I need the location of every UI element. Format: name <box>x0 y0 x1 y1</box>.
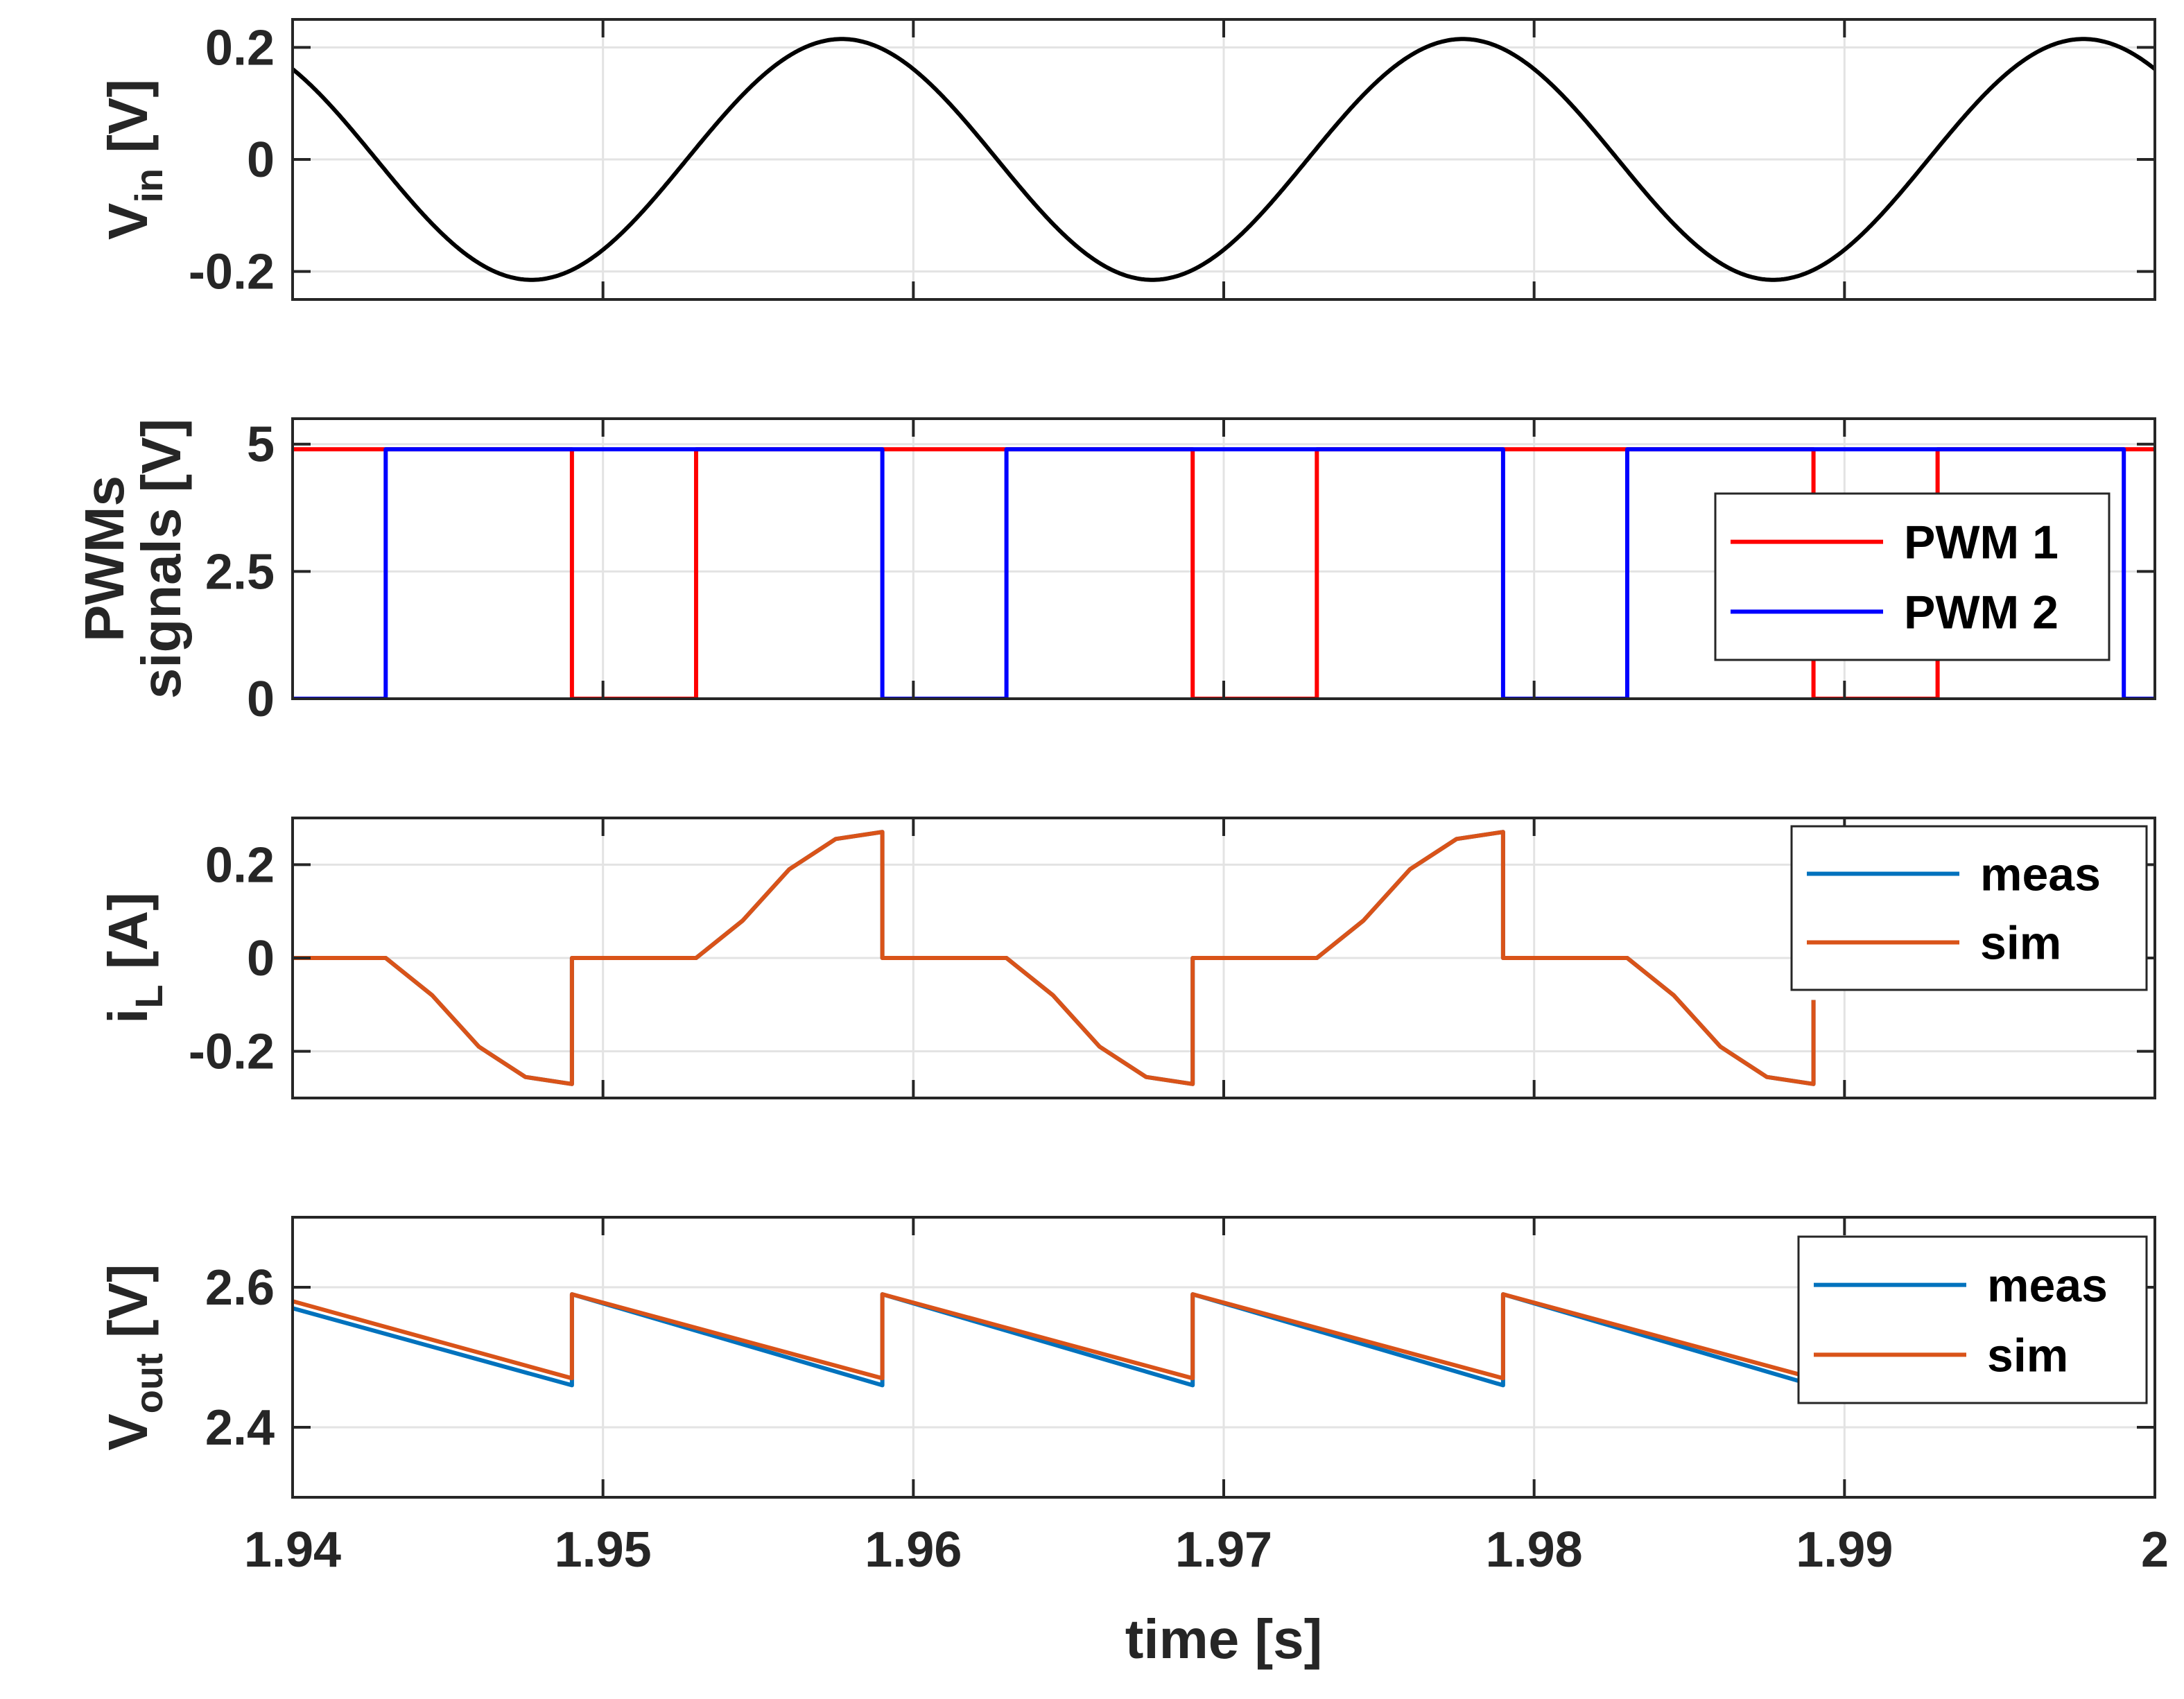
legend: meas sim <box>1797 1235 2148 1404</box>
series-sim <box>293 1292 1814 1381</box>
legend-label: sim <box>1987 1329 2068 1382</box>
legend-label: sim <box>1980 917 2061 970</box>
y-label-sub: out <box>127 1353 171 1413</box>
y-label-unit: [V] <box>97 1264 159 1353</box>
y-tick-label: 5 <box>247 417 275 473</box>
y-tick-label: 0.2 <box>205 20 275 76</box>
legend-box <box>1714 492 2111 661</box>
x-tick-label: 1.96 <box>865 1522 962 1578</box>
y-tick-label: 0.2 <box>205 837 275 893</box>
x-tick-label: 1.98 <box>1486 1522 1583 1578</box>
y-label-sub: L <box>127 984 171 1008</box>
series-pwm-2 <box>293 447 2155 699</box>
y-label-main: V <box>97 203 159 240</box>
legend-label: meas <box>1980 848 2101 900</box>
legend-label: PWM 2 <box>1904 586 2059 638</box>
y-axis-label-line1: PWMs <box>73 476 135 642</box>
legend-box <box>1797 1235 2148 1404</box>
y-label-main: i <box>97 1009 159 1024</box>
series-sim <box>293 830 1816 1086</box>
series-v-in <box>293 37 2155 282</box>
y-axis-label: Vout [V] <box>97 1264 171 1450</box>
y-axis-label: iL [A] <box>97 892 171 1024</box>
y-axis-label-line2: signals [V] <box>130 419 192 699</box>
y-label-main: V <box>97 1413 159 1450</box>
y-axis-label: Vin [V] <box>97 79 171 240</box>
panel-1: -0.2 0 0.2 Vin [V] <box>97 18 2156 301</box>
y-tick-label: 2.4 <box>205 1400 275 1456</box>
x-axis-label: time [s] <box>1125 1608 1323 1670</box>
panel-3: -0.2 0 0.2 iL [A] meas sim <box>97 817 2156 1099</box>
x-tick-label: 1.94 <box>244 1522 341 1578</box>
legend-label: meas <box>1987 1260 2108 1312</box>
legend: PWM 1 PWM 2 <box>1714 492 2111 661</box>
y-label-sub: in <box>127 168 171 203</box>
y-tick-label: 2.6 <box>205 1260 275 1316</box>
x-tick-label: 1.95 <box>555 1522 652 1578</box>
y-tick-label: 0 <box>247 132 275 188</box>
y-label-unit: [A] <box>97 892 159 984</box>
y-label-unit: [V] <box>97 79 159 168</box>
x-tick-label: 1.99 <box>1796 1522 1893 1578</box>
y-tick-label: 0 <box>247 672 275 727</box>
x-tick-label: 1.97 <box>1175 1522 1272 1578</box>
y-tick-label: -0.2 <box>189 245 275 300</box>
legend: meas sim <box>1790 825 2148 991</box>
y-tick-label: 2.5 <box>205 544 275 600</box>
panel-4: 2.4 2.6 Vout [V] 1.94 1.95 1.96 1.97 1.98 1.99 2 t… <box>97 1216 2169 1670</box>
legend-box <box>1790 825 2148 991</box>
legend-label: PWM 1 <box>1904 516 2059 569</box>
y-tick-label: -0.2 <box>189 1025 275 1080</box>
x-tick-label: 2 <box>2141 1522 2169 1578</box>
y-tick-label: 0 <box>247 931 275 986</box>
